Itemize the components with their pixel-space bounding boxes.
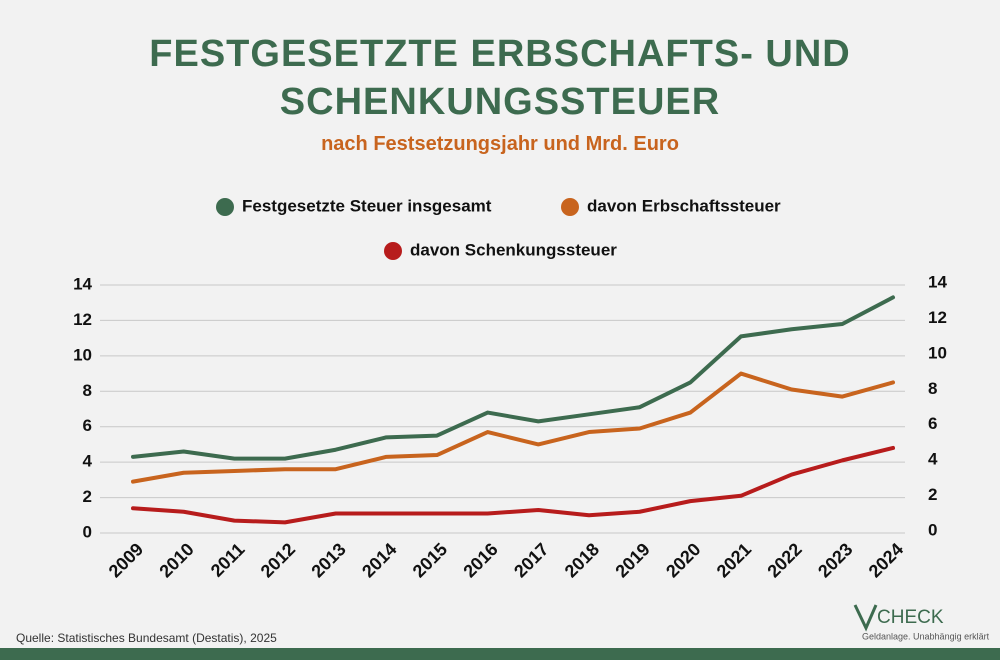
y-tick-label: 4 xyxy=(83,452,93,471)
legend-label: Festgesetzte Steuer insgesamt xyxy=(242,196,492,215)
x-tick-label: 2020 xyxy=(662,539,704,581)
x-tick-label: 2010 xyxy=(155,539,197,581)
chart-subtitle: nach Festsetzungsjahr und Mrd. Euro xyxy=(321,133,679,155)
series-line xyxy=(131,445,895,525)
x-tick-label: 2015 xyxy=(409,539,451,581)
x-tick-label: 2018 xyxy=(561,539,603,581)
y2-tick-label: 6 xyxy=(928,414,937,433)
logo-mark xyxy=(853,604,878,632)
y2-tick-label: 12 xyxy=(928,308,947,327)
y2-tick-label: 2 xyxy=(928,485,937,504)
series-line xyxy=(131,371,895,484)
x-tick-label: 2009 xyxy=(105,539,147,581)
y2-tick-label: 4 xyxy=(928,450,938,469)
y-tick-label: 14 xyxy=(73,274,92,293)
x-tick-label: 2011 xyxy=(207,539,249,581)
legend-marker xyxy=(216,198,234,216)
logo-tagline: Geldanlage. Unabhängig erklärt xyxy=(862,631,990,641)
chart-title: FESTGESETZTE ERBSCHAFTS- UND SCHENKUNGSS… xyxy=(149,33,851,123)
x-tick-label: 2023 xyxy=(814,539,856,581)
y2-tick-label: 14 xyxy=(928,272,947,291)
legend-marker xyxy=(561,198,579,216)
y2-tick-label: 8 xyxy=(928,379,937,398)
y-tick-label: 2 xyxy=(83,487,92,506)
series-line xyxy=(131,295,895,461)
y-tick-label: 10 xyxy=(73,345,92,364)
y2-tick-label: 0 xyxy=(928,520,937,539)
y-tick-label: 0 xyxy=(83,522,92,541)
x-tick-label: 2021 xyxy=(713,539,755,581)
legend-label: davon Schenkungssteuer xyxy=(410,240,617,259)
logo-name: CHECK xyxy=(877,607,944,628)
x-tick-label: 2013 xyxy=(307,539,349,581)
x-tick-label: 2019 xyxy=(611,539,653,581)
x-tick-label: 2017 xyxy=(510,539,552,581)
y-tick-label: 6 xyxy=(83,416,92,435)
y-tick-label: 12 xyxy=(73,310,92,329)
y2-tick-label: 10 xyxy=(928,343,947,362)
legend-label: davon Erbschaftssteuer xyxy=(587,196,781,215)
x-tick-label: 2014 xyxy=(358,539,400,581)
source-note: Quelle: Statistisches Bundesamt (Destati… xyxy=(16,631,277,645)
footer-bar xyxy=(0,648,1000,660)
x-tick-label: 2024 xyxy=(865,539,907,581)
x-tick-label: 2012 xyxy=(257,539,299,581)
legend-marker xyxy=(384,242,402,260)
x-tick-label: 2022 xyxy=(763,539,805,581)
y-tick-label: 8 xyxy=(83,381,92,400)
x-tick-label: 2016 xyxy=(459,539,501,581)
